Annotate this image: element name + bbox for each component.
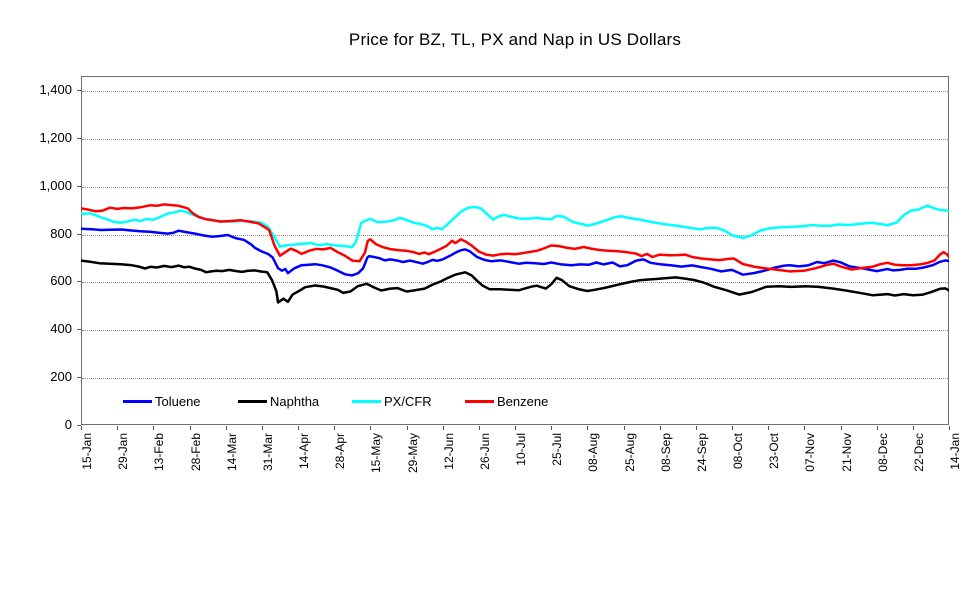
x-tick-mark	[876, 426, 878, 430]
series-line-toluene	[81, 227, 949, 277]
y-tick-mark	[77, 90, 81, 91]
legend-line-swatch	[352, 400, 381, 403]
x-tick-mark	[370, 426, 372, 430]
x-tick-mark	[81, 426, 82, 430]
x-tick-mark	[840, 426, 842, 430]
y-tick-mark	[77, 377, 81, 379]
legend-line-swatch	[123, 400, 152, 403]
x-tick-label: 15-May	[369, 433, 384, 474]
x-tick-mark	[768, 426, 770, 430]
y-tick-label: 200	[50, 369, 72, 385]
series-line-px-cfr	[81, 204, 949, 249]
x-tick-label: 15-Jan	[80, 433, 94, 470]
x-tick-label: 08-Dec	[875, 433, 890, 472]
x-tick-mark	[659, 426, 661, 430]
legend-label: Toluene	[155, 394, 201, 409]
x-tick-mark	[406, 426, 408, 430]
legend-item-benzene: Benzene	[465, 394, 548, 409]
x-tick-label: 13-Feb	[152, 433, 167, 472]
y-tick-label: 1,400	[39, 82, 72, 97]
gridline-400	[82, 330, 948, 332]
gridline-200	[82, 378, 948, 380]
x-tick-mark	[912, 426, 914, 430]
x-tick-label: 31-Mar	[260, 433, 275, 472]
x-tick-label: 14-Mar	[224, 433, 239, 472]
series-line-benzene	[81, 203, 949, 273]
x-tick-label: 26-Jun	[477, 433, 492, 470]
x-tick-mark	[117, 426, 119, 430]
x-tick-label: 25-Jul	[550, 433, 565, 466]
x-tick-label: 08-Oct	[731, 433, 745, 470]
x-tick-mark	[551, 426, 553, 430]
x-tick-label: 24-Sep	[694, 433, 709, 472]
chart-title: Price for BZ, TL, PX and Nap in US Dolla…	[348, 30, 682, 49]
x-tick-mark	[298, 426, 299, 430]
x-tick-mark	[949, 426, 950, 430]
y-tick-label: 400	[50, 321, 72, 337]
y-tick-label: 1,200	[39, 129, 72, 145]
x-tick-label: 08-Aug	[586, 433, 601, 472]
x-tick-label: 23-Oct	[767, 433, 782, 470]
x-tick-label: 07-Nov	[803, 433, 818, 472]
x-tick-label: 21-Nov	[839, 433, 854, 472]
y-tick-mark	[77, 425, 81, 426]
x-tick-mark	[695, 426, 697, 430]
x-tick-label: 08-Sep	[658, 433, 673, 472]
x-tick-mark	[334, 426, 336, 430]
x-tick-label: 14-Jan	[948, 433, 962, 470]
legend-item-px-cfr: PX/CFR	[352, 394, 432, 409]
series-lines	[81, 203, 949, 304]
x-tick-label: 29-Jan	[116, 433, 131, 470]
x-tick-mark	[804, 426, 806, 430]
y-tick-label: 600	[50, 273, 72, 289]
x-tick-mark	[153, 426, 155, 430]
y-tick-mark	[77, 233, 81, 235]
gridline-1000	[82, 186, 948, 188]
gridline-1200	[82, 138, 948, 140]
legend-label: PX/CFR	[384, 394, 432, 409]
x-tick-mark	[478, 426, 480, 430]
y-tick-label: 800	[50, 225, 72, 241]
x-tick-mark	[732, 426, 733, 430]
y-tick-mark	[77, 185, 81, 187]
legend-line-swatch	[465, 400, 494, 403]
y-tick-label: 0	[64, 417, 72, 432]
x-tick-label: 22-Dec	[911, 433, 926, 472]
legend-item-toluene: Toluene	[123, 394, 201, 409]
x-tick-label: 28-Feb	[188, 433, 203, 472]
x-tick-mark	[442, 426, 444, 430]
y-tick-mark	[77, 137, 81, 139]
series-line-naphtha	[81, 259, 949, 304]
y-tick-mark	[77, 329, 81, 331]
x-tick-mark	[225, 426, 227, 430]
y-tick-label: 1,000	[39, 177, 72, 193]
legend-line-swatch	[238, 400, 267, 403]
gridline-1400	[82, 91, 948, 92]
x-tick-label: 14-Apr	[297, 433, 311, 470]
gridline-800	[82, 234, 948, 236]
x-tick-label: 28-Apr	[333, 433, 348, 470]
plot-area	[81, 76, 949, 425]
legend-label: Naphtha	[270, 394, 320, 409]
y-tick-mark	[77, 281, 81, 283]
legend-item-naphtha: Naphtha	[238, 394, 319, 409]
x-tick-label: 10-Jul	[514, 433, 528, 466]
legend-label: Benzene	[497, 394, 549, 409]
x-tick-label: 25-Aug	[622, 433, 637, 472]
x-tick-mark	[189, 426, 191, 430]
x-tick-mark	[261, 426, 263, 430]
x-tick-mark	[515, 426, 516, 430]
x-tick-label: 12-Jun	[441, 433, 456, 470]
gridline-600	[82, 282, 948, 284]
x-tick-mark	[623, 426, 625, 430]
x-tick-label: 29-May	[405, 433, 420, 474]
x-tick-mark	[587, 426, 589, 430]
